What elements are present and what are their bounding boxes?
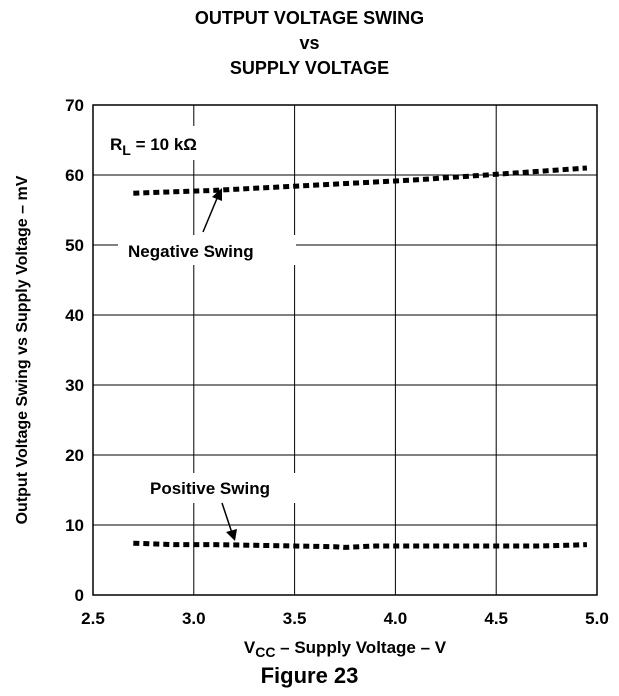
negative-arrow-head xyxy=(212,188,222,201)
negative-swing-line xyxy=(133,165,588,196)
positive-arrow-head xyxy=(226,529,237,541)
chart-title-line-3: SUPPLY VOLTAGE xyxy=(229,58,390,78)
negative-swing-label: Negative Swing xyxy=(128,242,254,261)
negative-label-box xyxy=(118,235,296,265)
chart-title-line-2: vs xyxy=(299,33,320,53)
chart-title-line-1: OUTPUT VOLTAGE SWING xyxy=(194,8,425,28)
condition-label-box xyxy=(103,126,235,160)
figure-label: Figure 23 xyxy=(260,663,359,688)
y-tick-label: 20 xyxy=(65,446,84,465)
x-tick-label: 4.0 xyxy=(384,609,408,628)
positive-label-box xyxy=(140,473,306,503)
y-tick-label: 30 xyxy=(65,376,84,395)
y-tick-label: 50 xyxy=(65,236,84,255)
x-tick-label: 2.5 xyxy=(81,609,105,628)
y-tick-label: 70 xyxy=(65,96,84,115)
x-tick-label: 3.0 xyxy=(182,609,206,628)
plot-frame xyxy=(92,104,598,596)
positive-swing-line xyxy=(133,540,587,550)
y-tick-label: 0 xyxy=(75,586,84,605)
y-tick-label: 60 xyxy=(65,166,84,185)
positive-swing-label: Positive Swing xyxy=(150,479,270,498)
negative-arrow-line xyxy=(202,195,219,233)
x-axis-label: VCC – Supply Voltage – V xyxy=(244,638,447,660)
condition-label: RL = 10 kΩ xyxy=(110,135,197,158)
x-tick-label: 4.5 xyxy=(484,609,508,628)
positive-arrow-line xyxy=(221,502,233,534)
y-tick-label: 40 xyxy=(65,306,84,325)
x-tick-label: 3.5 xyxy=(283,609,307,628)
y-tick-label: 10 xyxy=(65,516,84,535)
x-tick-label: 5.0 xyxy=(585,609,609,628)
